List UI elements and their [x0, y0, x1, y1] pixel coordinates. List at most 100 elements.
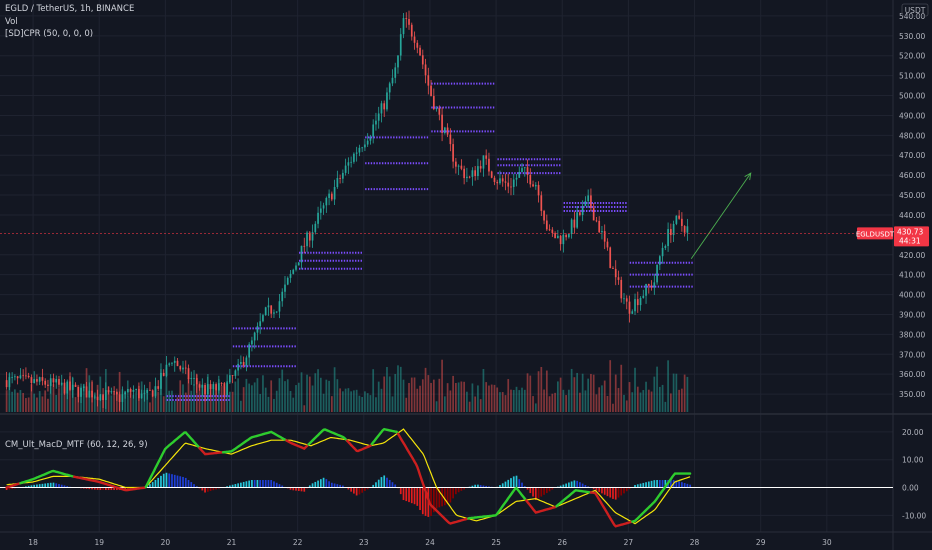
candle-down	[612, 268, 614, 269]
volume-bar	[601, 385, 603, 412]
volume-bar	[342, 391, 344, 412]
candle-down	[138, 388, 140, 399]
macd-line	[221, 430, 288, 454]
candle-up	[576, 212, 578, 228]
time-tick-label: 21	[227, 538, 237, 547]
symbol-tag	[857, 227, 893, 240]
candle-up	[672, 223, 675, 236]
volume-bar	[554, 392, 556, 412]
volume-bar	[612, 403, 614, 412]
volume-bar	[259, 393, 262, 412]
volume-bar	[388, 376, 391, 412]
volume-bar	[347, 388, 350, 412]
macd-histogram-bar	[408, 487, 410, 503]
candle-down	[438, 108, 441, 115]
macd-histogram-bar	[96, 487, 99, 490]
volume-bar	[634, 367, 636, 412]
price-tick-label: 390.00	[899, 310, 925, 319]
candle-up	[394, 67, 397, 78]
volume-bar	[242, 387, 245, 412]
volume-bar	[270, 380, 273, 412]
candle-up	[212, 384, 215, 390]
candle-up	[358, 147, 361, 153]
macd-histogram-bar	[576, 480, 578, 488]
time-tick-label: 24	[425, 538, 435, 547]
macd-histogram-bar	[689, 484, 692, 488]
volume-bar	[559, 377, 562, 412]
volume-bar	[30, 384, 33, 412]
volume-bar	[358, 395, 361, 412]
candle-down	[468, 176, 471, 178]
macd-histogram-bar	[240, 482, 242, 488]
candle-up	[127, 388, 129, 393]
macd-histogram-bar	[504, 481, 507, 488]
macd-histogram-bar	[669, 480, 672, 488]
time-tick-label: 30	[822, 538, 832, 547]
macd-histogram-bar	[281, 485, 284, 488]
volume-bar	[457, 382, 460, 412]
volume-bar	[408, 382, 410, 412]
volume-bar	[171, 390, 173, 412]
candle-down	[579, 212, 581, 216]
volume-bar	[427, 375, 430, 412]
candle-up	[154, 386, 157, 397]
symbol-legend[interactable]: EGLD / TetherUS, 1h, BINANCE	[5, 4, 135, 14]
candle-down	[548, 229, 551, 231]
macd-histogram-bar	[36, 484, 38, 488]
volume-bar	[116, 392, 118, 412]
volume-bar	[584, 390, 587, 412]
macd-line	[396, 432, 470, 525]
candle-up	[104, 390, 107, 401]
candle-up	[93, 396, 96, 398]
volume-bar	[256, 378, 259, 412]
candle-up	[190, 378, 193, 379]
candle-down	[432, 96, 435, 110]
macd-histogram-bar	[165, 472, 168, 488]
volume-bar	[614, 374, 617, 412]
candle-down	[427, 75, 430, 86]
candle-down	[16, 376, 19, 379]
candle-down	[537, 184, 540, 196]
volume-bar	[647, 389, 650, 412]
macd-histogram-bar	[201, 487, 204, 491]
macd-tick-label: -10.00	[902, 511, 926, 520]
volume-bar	[548, 396, 551, 412]
macd-histogram-bar	[675, 480, 678, 488]
candle-up	[264, 307, 267, 316]
macd-histogram-bar	[275, 482, 278, 488]
macd-histogram-bar	[372, 484, 375, 488]
candle-up	[388, 83, 391, 93]
macd-histogram-bar	[501, 483, 504, 488]
volume-bar	[149, 402, 151, 412]
candle-down	[270, 305, 273, 314]
macd-histogram-bar	[394, 484, 397, 488]
volume-bar	[512, 389, 515, 412]
macd-histogram-bar	[30, 485, 33, 488]
candle-down	[650, 285, 653, 288]
macd-histogram-bar	[438, 487, 441, 508]
candle-up	[201, 384, 204, 388]
candle-down	[116, 391, 118, 395]
candle-up	[587, 195, 590, 202]
macd-histogram-bar	[482, 485, 485, 488]
volume-bar	[284, 381, 286, 412]
volume-bar	[490, 384, 493, 412]
candle-down	[545, 220, 548, 230]
candle-up	[645, 283, 647, 296]
candle-up	[515, 177, 518, 180]
candle-up	[386, 92, 388, 110]
volume-bar	[686, 376, 689, 412]
candle-up	[146, 389, 149, 393]
volume-bar	[521, 387, 523, 412]
volume-bar	[661, 384, 664, 412]
macd-histogram-bar	[432, 487, 435, 513]
macd-histogram-bar	[253, 480, 256, 488]
macd-legend[interactable]: CM_Ult_MacD_MTF (60, 12, 26, 9)	[5, 440, 148, 450]
volume-bar	[438, 378, 441, 412]
candle-up	[99, 394, 102, 401]
macd-histogram-bar	[529, 487, 532, 494]
cpr-legend[interactable]: [SD]CPR (50, 0, 0, 0)	[5, 29, 94, 39]
macd-histogram-bar	[336, 484, 339, 488]
volume-legend[interactable]: Vol	[5, 17, 18, 27]
